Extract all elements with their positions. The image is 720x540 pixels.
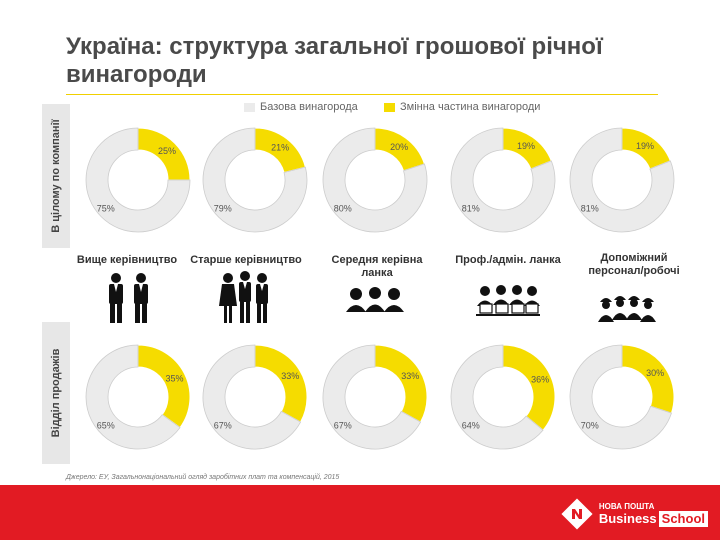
row-label-company: В цілому по компанії xyxy=(42,104,70,248)
legend-variable: Змінна частина винагороди xyxy=(384,100,540,114)
label-base-r1-3: 64% xyxy=(462,420,480,430)
legend-variable-swatch xyxy=(384,102,395,112)
label-variable-r1-1: 33% xyxy=(281,371,299,381)
label-variable-r0-0: 25% xyxy=(158,146,176,156)
role-label-senior: Старше керівництво xyxy=(190,254,302,266)
brand-logo: НОВА ПОШТА Business School xyxy=(561,497,708,531)
slice-variable-r1-3 xyxy=(502,344,556,431)
office-staff-icon xyxy=(476,285,540,316)
slice-variable-r1-1 xyxy=(254,344,308,423)
label-variable-r1-3: 36% xyxy=(531,375,549,385)
slice-base-r1-4 xyxy=(569,344,672,450)
team-heads-icon xyxy=(346,287,404,312)
label-base-r1-0: 65% xyxy=(97,420,115,430)
slice-variable-r1-4 xyxy=(621,344,675,414)
page-title: Україна: структура загальної грошової рі… xyxy=(66,33,603,88)
source-note: Джерело: ЕУ, Загальнонаціональний огляд … xyxy=(66,474,340,481)
logo-business: Business xyxy=(598,510,657,526)
slice-base-r0-4 xyxy=(569,127,675,233)
label-variable-r1-0: 35% xyxy=(166,373,184,383)
label-base-r0-1: 79% xyxy=(214,203,232,213)
legend-base-label: Базова винагорода xyxy=(260,101,358,113)
two-executives-icon xyxy=(109,273,148,323)
slice-base-r0-0 xyxy=(85,127,191,233)
legend-base: Базова винагорода xyxy=(244,100,358,114)
donut-charts: 25% 75% 21% 79% 20% 80% 19% 81% 19% 81% 35% 65% 33% 6… xyxy=(85,127,675,450)
slice-base-r1-1 xyxy=(202,344,302,450)
nova-poshta-logo-icon xyxy=(561,498,593,530)
label-variable-r0-4: 19% xyxy=(636,141,654,151)
footer-bar: НОВА ПОШТА Business School xyxy=(0,485,720,540)
slice-base-r1-0 xyxy=(85,344,181,450)
label-base-r1-2: 67% xyxy=(334,420,352,430)
slice-base-r1-3 xyxy=(450,344,544,450)
label-variable-r0-2: 20% xyxy=(390,142,408,152)
slice-variable-r1-2 xyxy=(374,344,428,423)
slice-base-r0-3 xyxy=(450,127,556,233)
slice-base-r0-1 xyxy=(202,127,308,233)
workers-icon xyxy=(598,296,656,322)
row-label-sales: Відділ продажів xyxy=(42,322,70,464)
title-divider xyxy=(66,94,658,95)
label-base-r0-2: 80% xyxy=(334,203,352,213)
label-base-r0-3: 81% xyxy=(462,203,480,213)
logo-school: School xyxy=(658,510,708,527)
label-variable-r1-2: 33% xyxy=(401,371,419,381)
label-base-r1-1: 67% xyxy=(214,420,232,430)
label-variable-r0-1: 21% xyxy=(271,143,289,153)
three-managers-icon xyxy=(219,271,268,323)
role-label-top: Вище керівництво xyxy=(76,254,178,266)
label-base-r1-4: 70% xyxy=(581,420,599,430)
logo-brand-top: НОВА ПОШТА xyxy=(598,501,655,511)
slice-base-r0-2 xyxy=(322,127,428,233)
label-base-r0-4: 81% xyxy=(581,203,599,213)
role-label-workers: Допоміжний персонал/робочі xyxy=(588,252,680,277)
label-variable-r0-3: 19% xyxy=(517,141,535,151)
label-variable-r1-4: 30% xyxy=(646,368,664,378)
slice-base-r1-2 xyxy=(322,344,422,450)
role-label-prof: Проф./адмін. ланка xyxy=(455,254,561,266)
legend-base-swatch xyxy=(244,102,255,112)
legend-variable-label: Змінна частина винагороди xyxy=(400,101,541,113)
slice-variable-r1-0 xyxy=(137,344,191,429)
label-base-r0-0: 75% xyxy=(97,203,115,213)
role-label-middle: Середня керівна ланка xyxy=(331,254,423,279)
